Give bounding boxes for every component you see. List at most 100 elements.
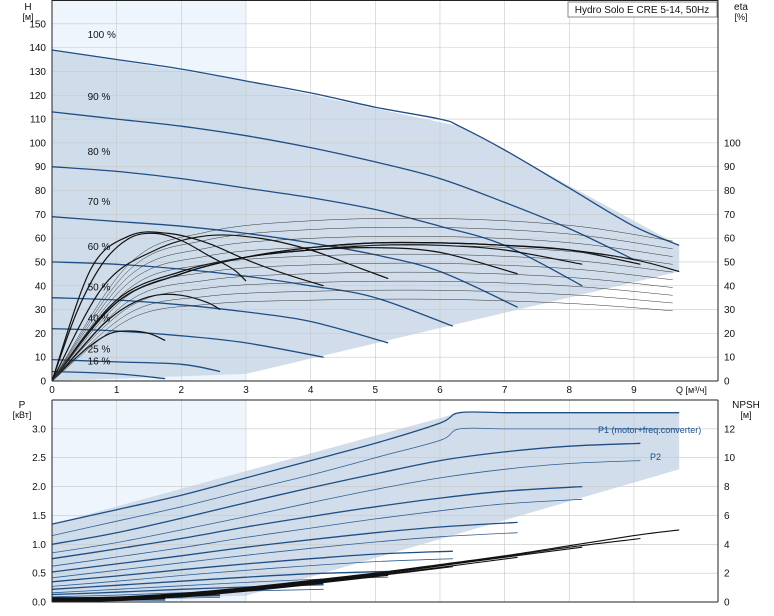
y-axis-label-p: P <box>19 400 26 411</box>
npsh-tick-label: 8 <box>724 482 730 493</box>
y-tick-label: 140 <box>29 43 46 54</box>
speed-label: 100 % <box>88 30 116 41</box>
y2-tick-label: 100 <box>724 138 741 149</box>
x-tick-label: 1 <box>114 385 120 396</box>
speed-label: 16 % <box>88 356 111 367</box>
npsh-tick-label: 4 <box>724 540 730 551</box>
y-tick-label: 50 <box>35 257 47 268</box>
y2-tick-label: 50 <box>724 257 736 268</box>
x-tick-label: 9 <box>631 385 637 396</box>
p-tick-label: 2.5 <box>32 453 46 464</box>
head-curves <box>51 49 680 380</box>
y2-axis-label-npsh: NPSH <box>732 400 760 411</box>
head-curve <box>51 327 324 358</box>
speed-label: 25 % <box>88 344 111 355</box>
chart-title: Hydro Solo E CRE 5-14, 50Hz <box>567 1 718 18</box>
efficiency-curve <box>51 293 221 382</box>
p1-curve <box>51 411 680 525</box>
annotation-p2: P2 <box>650 452 661 462</box>
npsh-tick-label: 6 <box>724 511 730 522</box>
y2-tick-label: 30 <box>724 305 736 316</box>
x-tick-label: 0 <box>49 385 55 396</box>
head-curve <box>51 370 166 380</box>
x-tick-label: 5 <box>373 385 379 396</box>
y2-tick-label: 60 <box>724 234 736 245</box>
y-axis-unit-p: [кВт] <box>13 410 32 420</box>
y2-axis-label-eta: eta <box>734 2 748 13</box>
y2-tick-label: 70 <box>724 210 736 221</box>
bottom-axes <box>51 399 719 603</box>
efficiency-guide <box>51 244 673 382</box>
efficiency-guide <box>51 280 673 382</box>
y-axis-label-h: H <box>24 2 31 13</box>
efficiency-guide <box>51 262 673 382</box>
efficiency-guide <box>51 217 673 382</box>
speed-label: 60 % <box>88 242 111 253</box>
title-box <box>567 1 718 18</box>
p-tick-label: 0.5 <box>32 569 46 580</box>
x-tick-label: 7 <box>502 385 508 396</box>
speed-label: 50 % <box>88 283 111 294</box>
top-tick-labels: 0102030405060708090100110120130140150010… <box>29 19 741 396</box>
y2-tick-label: 10 <box>724 353 736 364</box>
y-tick-label: 80 <box>35 186 47 197</box>
head-efficiency-panel: 0102030405060708090100110120130140150010… <box>22 0 748 396</box>
speed-labels: 100 % 90 % 80 % 70 % 60 % 50 % 40 % 25 %16 % <box>88 30 116 367</box>
p-tick-label: 0.0 <box>32 598 46 609</box>
p-tick-label: 2.0 <box>32 482 46 493</box>
y2-tick-label: 0 <box>724 377 730 388</box>
efficiency-curve <box>51 234 389 382</box>
y-tick-label: 90 <box>35 162 47 173</box>
npsh-curves <box>51 529 680 603</box>
y-tick-label: 100 <box>29 138 46 149</box>
y2-tick-label: 90 <box>724 162 736 173</box>
y-tick-label: 40 <box>35 281 47 292</box>
title-text: Hydro Solo E CRE 5-14, 50Hz <box>575 5 710 16</box>
efficiency-guide <box>51 289 673 382</box>
y2-tick-label: 40 <box>724 281 736 292</box>
p1-curve <box>51 550 453 583</box>
x-tick-label: 4 <box>308 385 314 396</box>
head-curve <box>51 216 518 308</box>
y2-axis-unit-npsh: [м] <box>740 410 751 420</box>
efficiency-guide <box>51 253 673 382</box>
p1-curve <box>51 521 518 573</box>
speed-label: 70 % <box>88 197 111 208</box>
y2-tick-label: 20 <box>724 329 736 340</box>
npsh-tick-label: 0 <box>724 598 730 609</box>
efficiency-guide <box>51 226 673 382</box>
annotation-p1: P1 (motor+freq.converter) <box>598 425 701 435</box>
x-tick-label: 2 <box>179 385 185 396</box>
efficiency-guide <box>51 271 673 382</box>
x-tick-label: 3 <box>243 385 249 396</box>
y-tick-label: 110 <box>30 115 46 126</box>
p2-curve <box>51 498 583 567</box>
y2-tick-label: 80 <box>724 186 736 197</box>
speed-label: 90 % <box>88 92 111 103</box>
head-curve <box>51 111 635 261</box>
p1-curve <box>51 570 389 590</box>
y-tick-label: 60 <box>35 234 47 245</box>
y-tick-label: 130 <box>29 67 46 78</box>
power-envelope <box>52 400 680 602</box>
p2-curve <box>51 427 680 536</box>
npsh-tick-label: 12 <box>724 424 736 435</box>
efficiency-curve <box>51 232 247 382</box>
p-tick-label: 3.0 <box>32 424 46 435</box>
p-tick-label: 1.5 <box>32 511 46 522</box>
npsh-curve <box>51 597 166 603</box>
p1-curve <box>51 485 583 560</box>
head-curve <box>51 49 680 246</box>
head-curve <box>51 297 389 344</box>
top-axes <box>51 0 719 382</box>
power-envelope-fill <box>52 412 680 601</box>
y-tick-label: 0 <box>40 377 46 388</box>
p1-curve <box>51 442 641 545</box>
npsh-curve <box>51 529 680 599</box>
y-tick-label: 30 <box>35 305 47 316</box>
bottom-tick-labels: 0.0 0.5 1.0 1.5 2.0 2.5 3.0 0 2 4 6 8 10 12 <box>32 424 735 608</box>
x-tick-label: 6 <box>437 385 443 396</box>
y-tick-label: 20 <box>35 329 47 340</box>
p2-curve <box>51 558 453 587</box>
